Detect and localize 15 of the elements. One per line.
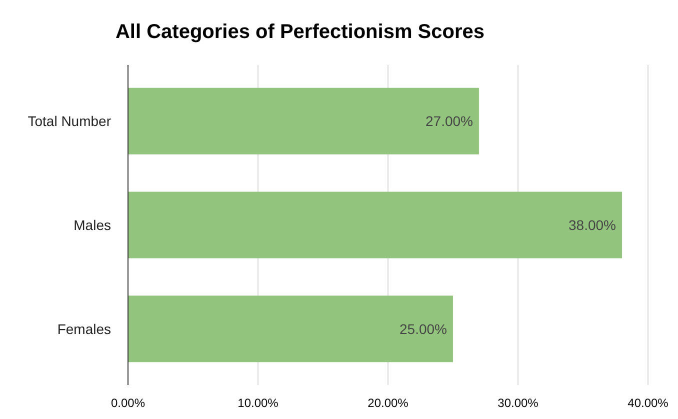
- y-tick-label: Males: [74, 216, 111, 233]
- y-tick-label: Total Number: [28, 113, 112, 130]
- data-label: 25.00%: [400, 320, 447, 337]
- data-label: 27.00%: [426, 113, 473, 130]
- bar: [128, 192, 622, 258]
- x-tick-label: 40.00%: [628, 396, 669, 410]
- data-label: 38.00%: [568, 216, 616, 233]
- bar: [128, 88, 479, 154]
- bar: [128, 296, 453, 362]
- x-tick-label: 30.00%: [498, 396, 539, 410]
- x-tick-label: 10.00%: [238, 396, 279, 410]
- y-tick-label: Females: [57, 320, 111, 337]
- x-tick-label: 20.00%: [368, 396, 409, 410]
- chart-title: All Categories of Perfectionism Scores: [115, 21, 485, 43]
- x-tick-label: 0.00%: [110, 396, 146, 410]
